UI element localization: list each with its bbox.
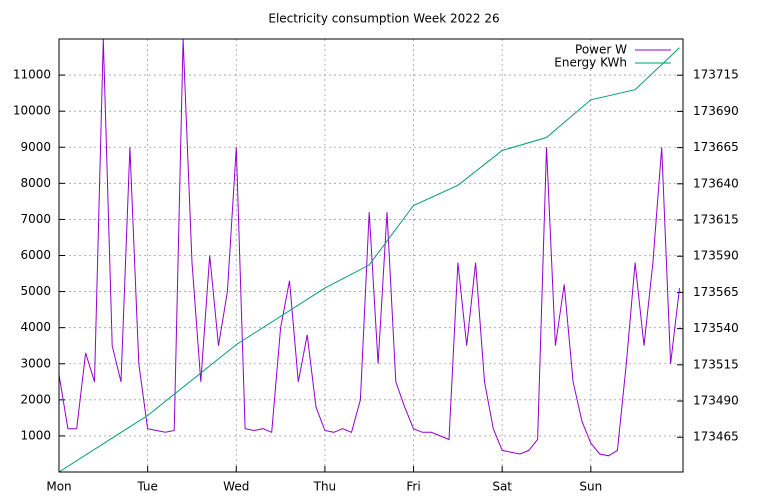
- y2-tick-label: 173465: [693, 430, 739, 444]
- y-tick-label: 2000: [20, 392, 51, 406]
- legend-label: Energy KWh: [554, 56, 627, 70]
- x-tick-label: Mon: [46, 480, 71, 494]
- y2-tick-label: 173690: [693, 104, 739, 118]
- y-tick-label: 10000: [13, 104, 51, 118]
- plot-border: [58, 38, 684, 473]
- y2-tick-label: 173615: [693, 213, 739, 227]
- y-tick-label: 8000: [20, 176, 51, 190]
- y-tick-label: 9000: [20, 140, 51, 154]
- y-tick-label: 6000: [20, 248, 51, 262]
- y2-tick-label: 173490: [693, 394, 739, 408]
- y2-tick-label: 173640: [693, 176, 739, 190]
- y-tick-label: 4000: [20, 320, 51, 334]
- x-tick-label: Tue: [136, 480, 158, 494]
- y-tick-label: 1000: [20, 428, 51, 442]
- legend-label: Power W: [575, 43, 627, 57]
- x-tick-label: Wed: [223, 480, 249, 494]
- x-tick-label: Thu: [313, 480, 337, 494]
- y2-tick-label: 173515: [693, 357, 739, 371]
- y-tick-label: 7000: [20, 212, 51, 226]
- y2-tick-label: 173540: [693, 321, 739, 335]
- x-tick-label: Sun: [579, 480, 602, 494]
- y2-tick-label: 173590: [693, 249, 739, 263]
- y2-tick-label: 173665: [693, 140, 739, 154]
- y2-tick-label: 173565: [693, 285, 739, 299]
- y-tick-label: 3000: [20, 356, 51, 370]
- y-tick-label: 5000: [20, 284, 51, 298]
- y2-tick-label: 173715: [693, 68, 739, 82]
- series-line: [58, 38, 680, 457]
- x-tick-label: Sat: [492, 480, 512, 494]
- series-line: [58, 47, 680, 473]
- chart-title: Electricity consumption Week 2022 26: [268, 12, 499, 26]
- x-tick-label: Fri: [406, 480, 420, 494]
- y-tick-label: 11000: [13, 68, 51, 82]
